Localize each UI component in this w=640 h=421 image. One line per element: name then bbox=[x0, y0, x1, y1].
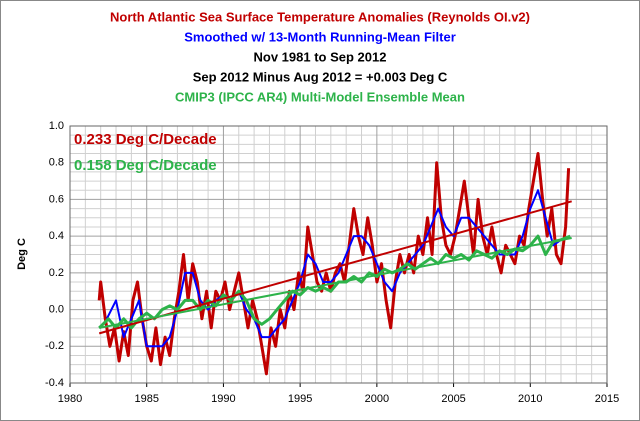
y-tick-label: 0.4 bbox=[49, 230, 64, 242]
series-line bbox=[99, 237, 572, 329]
y-axis-label: Deg C bbox=[16, 238, 28, 270]
y-tick-label: 0.8 bbox=[49, 157, 64, 169]
y-tick-label: -0.4 bbox=[45, 377, 64, 389]
y-tick-label: 1.0 bbox=[49, 120, 64, 132]
y-tick-label: -0.2 bbox=[45, 340, 64, 352]
chart-title: Nov 1981 to Sep 2012 bbox=[254, 49, 387, 64]
x-tick-label: 2010 bbox=[518, 393, 542, 405]
y-tick-label: 0.6 bbox=[49, 193, 64, 205]
annotation: 0.233 Deg C/Decade bbox=[74, 131, 217, 148]
x-tick-label: 2005 bbox=[441, 393, 465, 405]
chart-title: CMIP3 (IPCC AR4) Multi-Model Ensemble Me… bbox=[175, 89, 465, 104]
x-tick-label: 1985 bbox=[134, 393, 158, 405]
series-line bbox=[98, 234, 571, 330]
series-line bbox=[98, 200, 572, 335]
x-tick-label: 1995 bbox=[288, 393, 312, 405]
x-tick-label: 1990 bbox=[211, 393, 235, 405]
chart-title: Smoothed w/ 13-Month Running-Mean Filter bbox=[184, 29, 456, 44]
annotation: 0.158 Deg C/Decade bbox=[74, 157, 217, 174]
chart-title: North Atlantic Sea Surface Temperature A… bbox=[110, 9, 530, 24]
x-tick-label: 2000 bbox=[365, 393, 389, 405]
x-tick-label: 2015 bbox=[595, 393, 619, 405]
y-tick-label: 0.2 bbox=[49, 267, 64, 279]
x-tick-label: 1980 bbox=[58, 393, 82, 405]
plot-border bbox=[69, 125, 608, 384]
chart-title: Sep 2012 Minus Aug 2012 = +0.003 Deg C bbox=[193, 69, 448, 84]
y-tick-label: 0.0 bbox=[49, 303, 64, 315]
series-line bbox=[105, 189, 562, 348]
